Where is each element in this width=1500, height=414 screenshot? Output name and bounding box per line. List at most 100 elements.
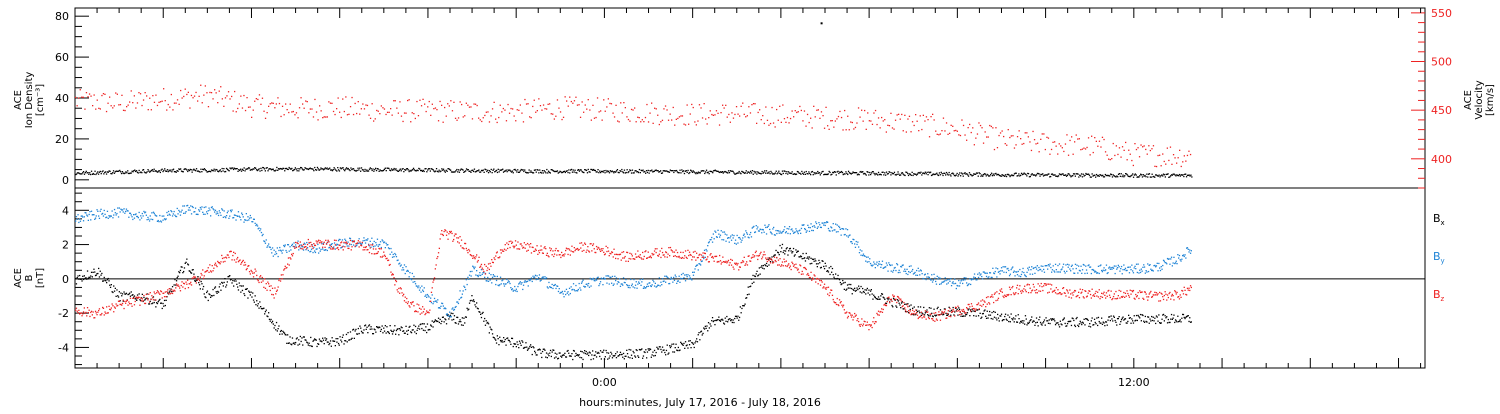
- by-point: [290, 249, 291, 250]
- by-point: [363, 237, 364, 238]
- bx-point: [289, 336, 290, 337]
- by-point: [448, 315, 449, 316]
- bx-point: [417, 330, 418, 331]
- density-point: [783, 173, 784, 174]
- by-point: [432, 303, 433, 304]
- velocity-point: [101, 95, 102, 96]
- density-point: [568, 169, 569, 170]
- by-point: [636, 288, 637, 289]
- by-point: [189, 210, 190, 211]
- bx-point: [260, 306, 261, 307]
- by-point: [488, 281, 489, 282]
- by-point: [800, 233, 801, 234]
- velocity-point: [152, 95, 153, 96]
- density-point: [186, 169, 187, 170]
- bx-point: [687, 347, 688, 348]
- bx-point: [709, 327, 710, 328]
- bx-point: [255, 295, 256, 296]
- bx-point: [767, 266, 768, 267]
- velocity-point: [538, 98, 539, 99]
- density-point: [443, 169, 444, 170]
- bx-point: [666, 350, 667, 351]
- bx-point: [534, 351, 535, 352]
- density-point: [938, 175, 939, 176]
- by-point: [854, 243, 855, 244]
- bx-point: [698, 334, 699, 335]
- bx-point: [918, 306, 919, 307]
- velocity-point: [997, 147, 998, 148]
- bx-point: [770, 261, 771, 262]
- bx-point: [647, 351, 648, 352]
- bx-point: [355, 329, 356, 330]
- velocity-point: [185, 89, 186, 90]
- density-point: [911, 175, 912, 176]
- density-point: [487, 170, 488, 171]
- by-point: [523, 285, 524, 286]
- bx-point: [810, 263, 811, 264]
- density-point: [700, 172, 701, 173]
- by-point: [497, 276, 498, 277]
- by-point: [673, 277, 674, 278]
- by-point: [487, 277, 488, 278]
- bx-point: [1012, 319, 1013, 320]
- velocity-point: [855, 127, 856, 128]
- bx-point: [943, 314, 944, 315]
- bx-point: [1179, 321, 1180, 322]
- by-point: [672, 282, 673, 283]
- density-point: [689, 172, 690, 173]
- by-point: [910, 265, 911, 266]
- bx-point: [904, 304, 905, 305]
- density-point: [1132, 173, 1133, 174]
- velocity-point: [126, 106, 127, 107]
- density-point: [1185, 174, 1186, 175]
- by-point: [949, 281, 950, 282]
- bx-point: [367, 332, 368, 333]
- by-point: [822, 223, 823, 224]
- velocity-point: [825, 107, 826, 108]
- by-point: [106, 217, 107, 218]
- by-point: [131, 214, 132, 215]
- bx-point: [775, 254, 776, 255]
- bx-point: [347, 341, 348, 342]
- velocity-point: [731, 112, 732, 113]
- by-point: [720, 235, 721, 236]
- bx-point: [1125, 318, 1126, 319]
- by-point: [421, 286, 422, 287]
- bx-point: [964, 316, 965, 317]
- velocity-point: [691, 104, 692, 105]
- density-point: [1127, 174, 1128, 175]
- by-point: [1058, 271, 1059, 272]
- bx-point: [484, 318, 485, 319]
- bx-point: [339, 345, 340, 346]
- density-point: [450, 170, 451, 171]
- velocity-point: [404, 112, 405, 113]
- density-point: [1018, 173, 1019, 174]
- by-point: [428, 296, 429, 297]
- by-point: [807, 225, 808, 226]
- density-point: [264, 168, 265, 169]
- bx-point: [790, 248, 791, 249]
- by-point: [750, 232, 751, 233]
- velocity-point: [739, 115, 740, 116]
- bx-point: [116, 296, 117, 297]
- velocity-point: [429, 101, 430, 102]
- velocity-point: [906, 131, 907, 132]
- velocity-point: [748, 106, 749, 107]
- by-point: [931, 274, 932, 275]
- by-point: [147, 219, 148, 220]
- by-point: [1121, 266, 1122, 267]
- by-point: [482, 274, 483, 275]
- bx-point: [586, 351, 587, 352]
- density-point: [167, 169, 168, 170]
- density-point: [778, 171, 779, 172]
- velocity-point: [523, 121, 524, 122]
- velocity-point: [114, 105, 115, 106]
- by-point: [873, 261, 874, 262]
- bx-point: [241, 285, 242, 286]
- by-point: [115, 212, 116, 213]
- density-point: [124, 173, 125, 174]
- bx-point: [193, 269, 194, 270]
- by-point: [806, 232, 807, 233]
- bx-point: [945, 313, 946, 314]
- bx-point: [586, 354, 587, 355]
